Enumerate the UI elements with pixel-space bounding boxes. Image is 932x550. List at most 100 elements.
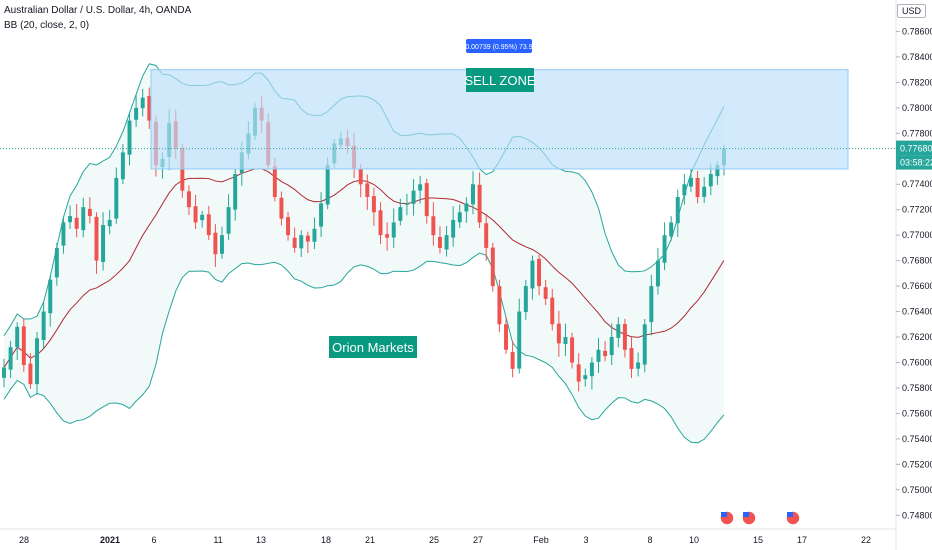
candle-body [404,203,409,205]
candle-body [715,165,720,177]
candle-body [213,232,218,255]
candle-body [2,367,6,378]
price-tick-label: 0.76800 [902,256,932,266]
measure-label: 0.00739 (0.95%) 73.9 [465,44,532,51]
candle-body [48,279,53,314]
currency-label[interactable]: USD [896,4,926,18]
candle-body [286,217,291,236]
candle-body [510,351,515,369]
price-tick-label: 0.78200 [902,77,932,87]
candle-body [68,216,73,223]
price-tick-label: 0.76000 [902,357,932,367]
candle-body [695,177,700,197]
price-tick-label: 0.78600 [902,26,932,36]
current-price-label: 0.77680 [900,144,932,154]
measure-label-bg [466,39,532,53]
candle-body [371,196,376,213]
candle-body [279,197,284,219]
candle-body [609,337,614,356]
candle-body [682,184,687,196]
countdown-bg [896,155,932,170]
candle-body [457,212,462,223]
candle-body [411,190,416,204]
candle-body [206,214,211,236]
time-tick-label: 6 [151,535,156,545]
time-tick-label: 27 [473,535,483,545]
candle-body [35,338,40,385]
candle-body [220,235,224,254]
time-tick-label: 18 [321,535,331,545]
candle-body [107,219,112,227]
indicator-legend[interactable]: BB (20, close, 2, 0) [4,20,90,31]
candle-body [437,236,442,248]
candle-body [669,222,674,237]
candle-body [616,324,621,338]
candle-body [61,222,66,246]
time-tick-label: 13 [256,535,266,545]
sell-zone-label-bg [466,68,534,92]
price-tick-label: 0.76200 [902,332,932,342]
flag-canton-icon [721,512,727,517]
candle-body [147,95,152,121]
candle-body [226,207,231,234]
time-tick-label: 3 [583,535,588,545]
flag-canton-icon [787,512,793,517]
time-tick-label: 15 [753,535,763,545]
candle-body [200,214,205,221]
candle-body [556,323,561,344]
price-tick-label: 0.77000 [902,230,932,240]
candle-body [622,323,627,350]
time-tick-label: 8 [647,535,652,545]
candle-body [550,297,555,325]
candle-body [517,311,522,369]
candle-body [662,235,667,263]
time-tick-label: 17 [797,535,807,545]
candle-body [305,235,310,242]
candle-body [391,222,396,238]
candle-body [74,217,79,229]
candle-body [81,207,86,231]
candle-body [688,177,693,187]
price-tick-label: 0.77200 [902,205,932,215]
candle-body [523,286,528,313]
price-tick-label: 0.77800 [902,128,932,138]
candle-body [87,208,92,217]
candle-body [114,177,119,219]
candle-body [642,324,647,365]
candle-body [299,235,304,249]
candle-body [319,203,324,227]
candle-body [418,184,423,191]
candle-body [431,216,436,236]
candle-body [708,174,713,187]
candle-body [655,260,660,287]
candle-body [451,219,456,238]
candle-body [21,326,26,366]
candle-body [358,169,363,185]
candle-body [54,247,59,278]
candle-body [504,324,508,350]
candle-body [378,210,383,236]
sell-zone-label: SELL ZONE [464,73,535,88]
time-tick-label: 25 [429,535,439,545]
brand-label-bg [329,336,417,358]
candle-body [603,350,608,357]
time-tick-label: Feb [533,535,549,545]
time-tick-label: 21 [365,535,375,545]
candle-body [530,260,535,289]
price-tick-label: 0.75400 [902,434,932,444]
price-tick-label: 0.75000 [902,485,932,495]
price-tick-label: 0.75200 [902,459,932,469]
candle-body [497,286,502,325]
price-tick-label: 0.74800 [902,510,932,520]
time-tick-label: 2021 [100,535,120,545]
flag-canton-icon [743,512,749,517]
candle-body [134,107,139,120]
price-tick-label: 0.76400 [902,307,932,317]
candle-body [490,247,495,287]
candle-body [94,216,99,261]
price-tick-label: 0.75800 [902,383,932,393]
candle-body [629,348,634,369]
candle-body [471,184,475,205]
